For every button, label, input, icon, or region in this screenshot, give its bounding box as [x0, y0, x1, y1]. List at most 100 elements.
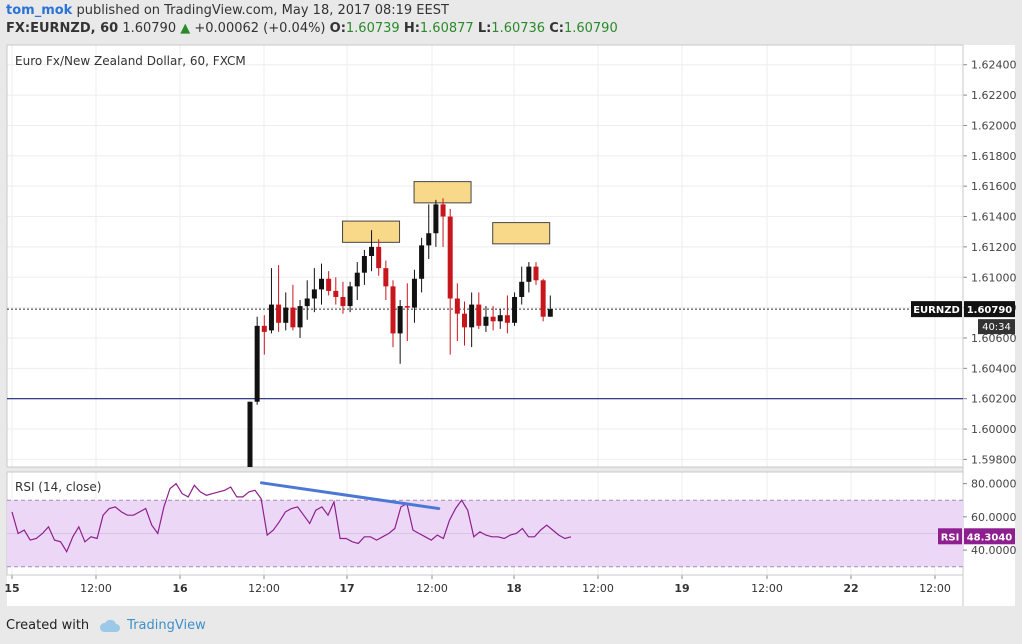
- x-tick-label: 17: [339, 582, 354, 595]
- rsi-tick-label: 40.0000: [971, 544, 1017, 557]
- candle-up: [347, 286, 353, 307]
- created-with-text: Created with: [6, 618, 90, 633]
- x-tick-label: 12:00: [751, 582, 783, 595]
- open-value: 1.60739: [345, 21, 400, 36]
- candle-down: [476, 304, 482, 326]
- price-pane[interactable]: [7, 45, 963, 467]
- high-label: H:: [403, 21, 420, 36]
- price-tick-label: 1.61000: [971, 271, 1017, 284]
- candle-down: [340, 296, 346, 307]
- annotation-box[interactable]: [492, 222, 551, 245]
- rsi-value-label: 48.3040: [967, 532, 1013, 543]
- symbol-tag-label: EURNZD: [913, 305, 960, 316]
- candle-up: [297, 306, 303, 328]
- time-axis[interactable]: [7, 575, 1015, 606]
- candle-down: [490, 316, 496, 322]
- price-tick-label: 1.60400: [971, 362, 1017, 375]
- candle-up: [426, 233, 432, 246]
- candle-down: [404, 306, 410, 308]
- change-value: +0.00062 (+0.04%): [194, 21, 326, 36]
- candle-up: [304, 298, 310, 307]
- candle-down: [383, 268, 389, 287]
- published-text: published on TradingView.com, May 18, 20…: [76, 3, 449, 18]
- price-tick-label: 1.62000: [971, 119, 1017, 132]
- countdown-label: 40:34: [982, 322, 1011, 333]
- x-tick-label: 15: [4, 582, 19, 595]
- author-link[interactable]: tom_mok: [6, 3, 73, 18]
- candle-down: [276, 304, 282, 323]
- candle-up: [354, 272, 360, 287]
- candle-down: [447, 216, 453, 299]
- price-tick-label: 1.61400: [971, 211, 1017, 224]
- footer: Created with TradingView: [6, 618, 206, 633]
- price-tag: [964, 301, 1015, 318]
- x-tick-label: 12:00: [416, 582, 448, 595]
- close-label: C:: [549, 21, 564, 36]
- price-tag-value: 1.60790: [967, 305, 1013, 316]
- candle-up: [512, 296, 518, 323]
- candle-down: [290, 307, 296, 328]
- candle-up: [254, 325, 260, 402]
- rsi-tag-label: RSI: [941, 532, 960, 543]
- symbol-line: FX:EURNZD, 60 1.60790 ▲ +0.00062 (+0.04%…: [6, 21, 618, 36]
- x-tick-label: 12:00: [80, 582, 112, 595]
- candle-up: [433, 204, 439, 234]
- symbol-name: FX:EURNZD, 60: [6, 21, 119, 36]
- cloud-logo-icon: [100, 619, 121, 632]
- price-tick-label: 1.61600: [971, 180, 1017, 193]
- x-tick-label: 12:00: [582, 582, 614, 595]
- candle-down: [533, 266, 539, 281]
- candle-down: [462, 313, 467, 328]
- close-value: 1.60790: [563, 21, 618, 36]
- candle-up: [311, 289, 317, 299]
- low-value: 1.60736: [491, 21, 546, 36]
- candle-up: [519, 281, 525, 297]
- open-label: O:: [329, 21, 346, 36]
- price-tick-label: 1.61800: [971, 150, 1017, 163]
- price-tick-label: 1.60000: [971, 423, 1017, 436]
- candle-up: [497, 315, 503, 322]
- candle-down: [333, 290, 339, 297]
- x-tick-label: 18: [506, 582, 521, 595]
- countdown-tag: [978, 319, 1015, 335]
- x-tick-label: 12:00: [248, 582, 280, 595]
- low-label: L:: [477, 21, 492, 36]
- candle-down: [261, 325, 267, 332]
- candle-up: [319, 278, 324, 290]
- candle-up: [268, 304, 274, 331]
- chart-area[interactable]: 15 12:00 16 12:00 17 12:00 18 12:00 19 12:00 22 12:…: [0, 40, 1022, 610]
- up-arrow-icon: ▲: [180, 21, 191, 36]
- rsi-value-tag: [964, 528, 1015, 545]
- x-tick-label: 19: [674, 582, 689, 595]
- candle-down: [440, 204, 446, 217]
- price-tick-label: 1.61200: [971, 241, 1017, 254]
- rsi-divergence-trendline[interactable]: [259, 481, 441, 511]
- symbol-tag: [911, 301, 962, 318]
- x-tick-label: 12:00: [919, 582, 951, 595]
- high-value: 1.60877: [419, 21, 474, 36]
- price-tick-label: 1.62200: [971, 89, 1017, 102]
- candle-up: [283, 307, 289, 323]
- price-tick-label: 1.60600: [971, 332, 1017, 345]
- price-pane-title: Euro Fx/New Zealand Dollar, 60, FXCM: [15, 54, 246, 68]
- candle-up: [361, 256, 367, 273]
- candle-up: [369, 246, 375, 256]
- candle-down: [540, 280, 546, 317]
- candle-down: [504, 315, 510, 323]
- price-tick-label: 1.62400: [971, 59, 1017, 72]
- rsi-tag: [938, 528, 962, 545]
- candle-down: [326, 278, 332, 291]
- rsi-tick-label: 60.0000: [971, 511, 1017, 524]
- candle-up: [547, 309, 553, 317]
- last-price: 1.60790: [122, 21, 177, 36]
- rsi-line: [11, 482, 572, 554]
- x-tick-label: 16: [172, 582, 188, 595]
- price-tick-label: 1.60200: [971, 393, 1017, 406]
- rsi-pane-title: RSI (14, close): [15, 480, 101, 494]
- candle-up: [411, 278, 417, 308]
- candle-down: [376, 246, 382, 269]
- candle-up: [483, 316, 489, 326]
- tradingview-link[interactable]: TradingView: [127, 618, 206, 633]
- publish-info: tom_mok published on TradingView.com, Ma…: [6, 3, 449, 18]
- candle-up: [247, 401, 253, 467]
